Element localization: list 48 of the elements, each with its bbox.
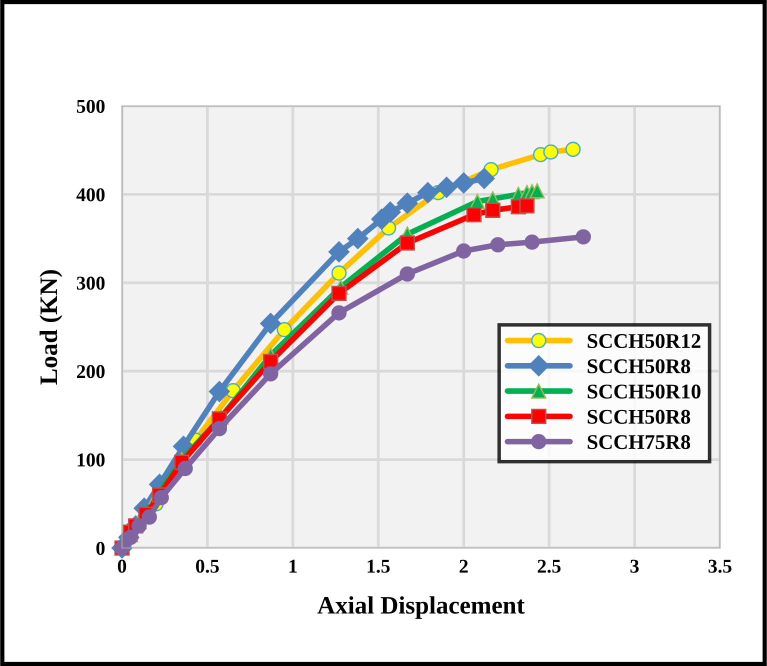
point (208, 381, 230, 402)
point (576, 229, 591, 244)
point (456, 243, 472, 259)
x-tick-label: 0 (118, 560, 126, 573)
point (485, 202, 500, 218)
legend-label: SCCH75R8 (588, 435, 690, 450)
x-tick-label: 2 (460, 560, 468, 573)
legend-label: SCCH50R8 (588, 359, 690, 374)
point (347, 228, 368, 250)
point (142, 509, 157, 525)
y-tick-label: 0 (96, 542, 105, 555)
y-axis-title: Load (KN) (40, 270, 62, 385)
y-tick-label: 200 (76, 365, 105, 378)
legend-label: SCCH50R8 (588, 410, 690, 424)
y-tick-label: 500 (76, 100, 105, 113)
x-tick-label: 3.5 (708, 560, 732, 573)
point (466, 207, 482, 222)
x-tick-label: 2.5 (538, 560, 561, 573)
legend-label: SCCH50R10 (588, 384, 700, 399)
x-tick-label: 1.5 (368, 560, 390, 573)
x-tick-label: 1 (290, 560, 297, 573)
point (436, 176, 458, 198)
point (524, 234, 540, 250)
y-tick-label: 100 (78, 453, 105, 467)
point (328, 241, 350, 262)
point (178, 460, 193, 476)
x-tick-label: 0.5 (196, 560, 219, 573)
x-axis-title: Axial Displacement (317, 596, 525, 619)
point (122, 530, 138, 546)
point (490, 237, 506, 252)
y-tick-label: 400 (76, 188, 105, 202)
point (474, 168, 495, 190)
y-tick-label: 300 (76, 276, 105, 290)
point (131, 518, 147, 534)
point (400, 266, 415, 282)
legend-label: SCCH50R12 (588, 334, 700, 348)
point (400, 235, 415, 251)
point (530, 183, 545, 199)
point (331, 286, 347, 302)
point (396, 192, 418, 214)
point (263, 366, 278, 382)
point (331, 305, 347, 320)
point (453, 172, 474, 194)
point (519, 198, 535, 214)
point (260, 312, 282, 334)
point (212, 421, 228, 436)
point (417, 182, 438, 204)
x-tick-label: 3 (630, 560, 639, 573)
